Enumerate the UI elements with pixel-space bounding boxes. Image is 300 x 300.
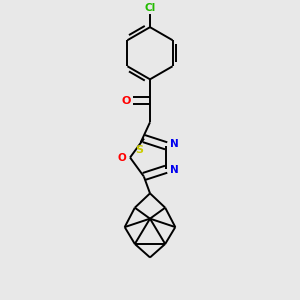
Text: N: N [170, 165, 178, 175]
Text: Cl: Cl [144, 3, 156, 14]
Text: S: S [135, 145, 143, 154]
Text: O: O [118, 152, 126, 163]
Text: O: O [121, 96, 131, 106]
Text: N: N [170, 139, 178, 149]
